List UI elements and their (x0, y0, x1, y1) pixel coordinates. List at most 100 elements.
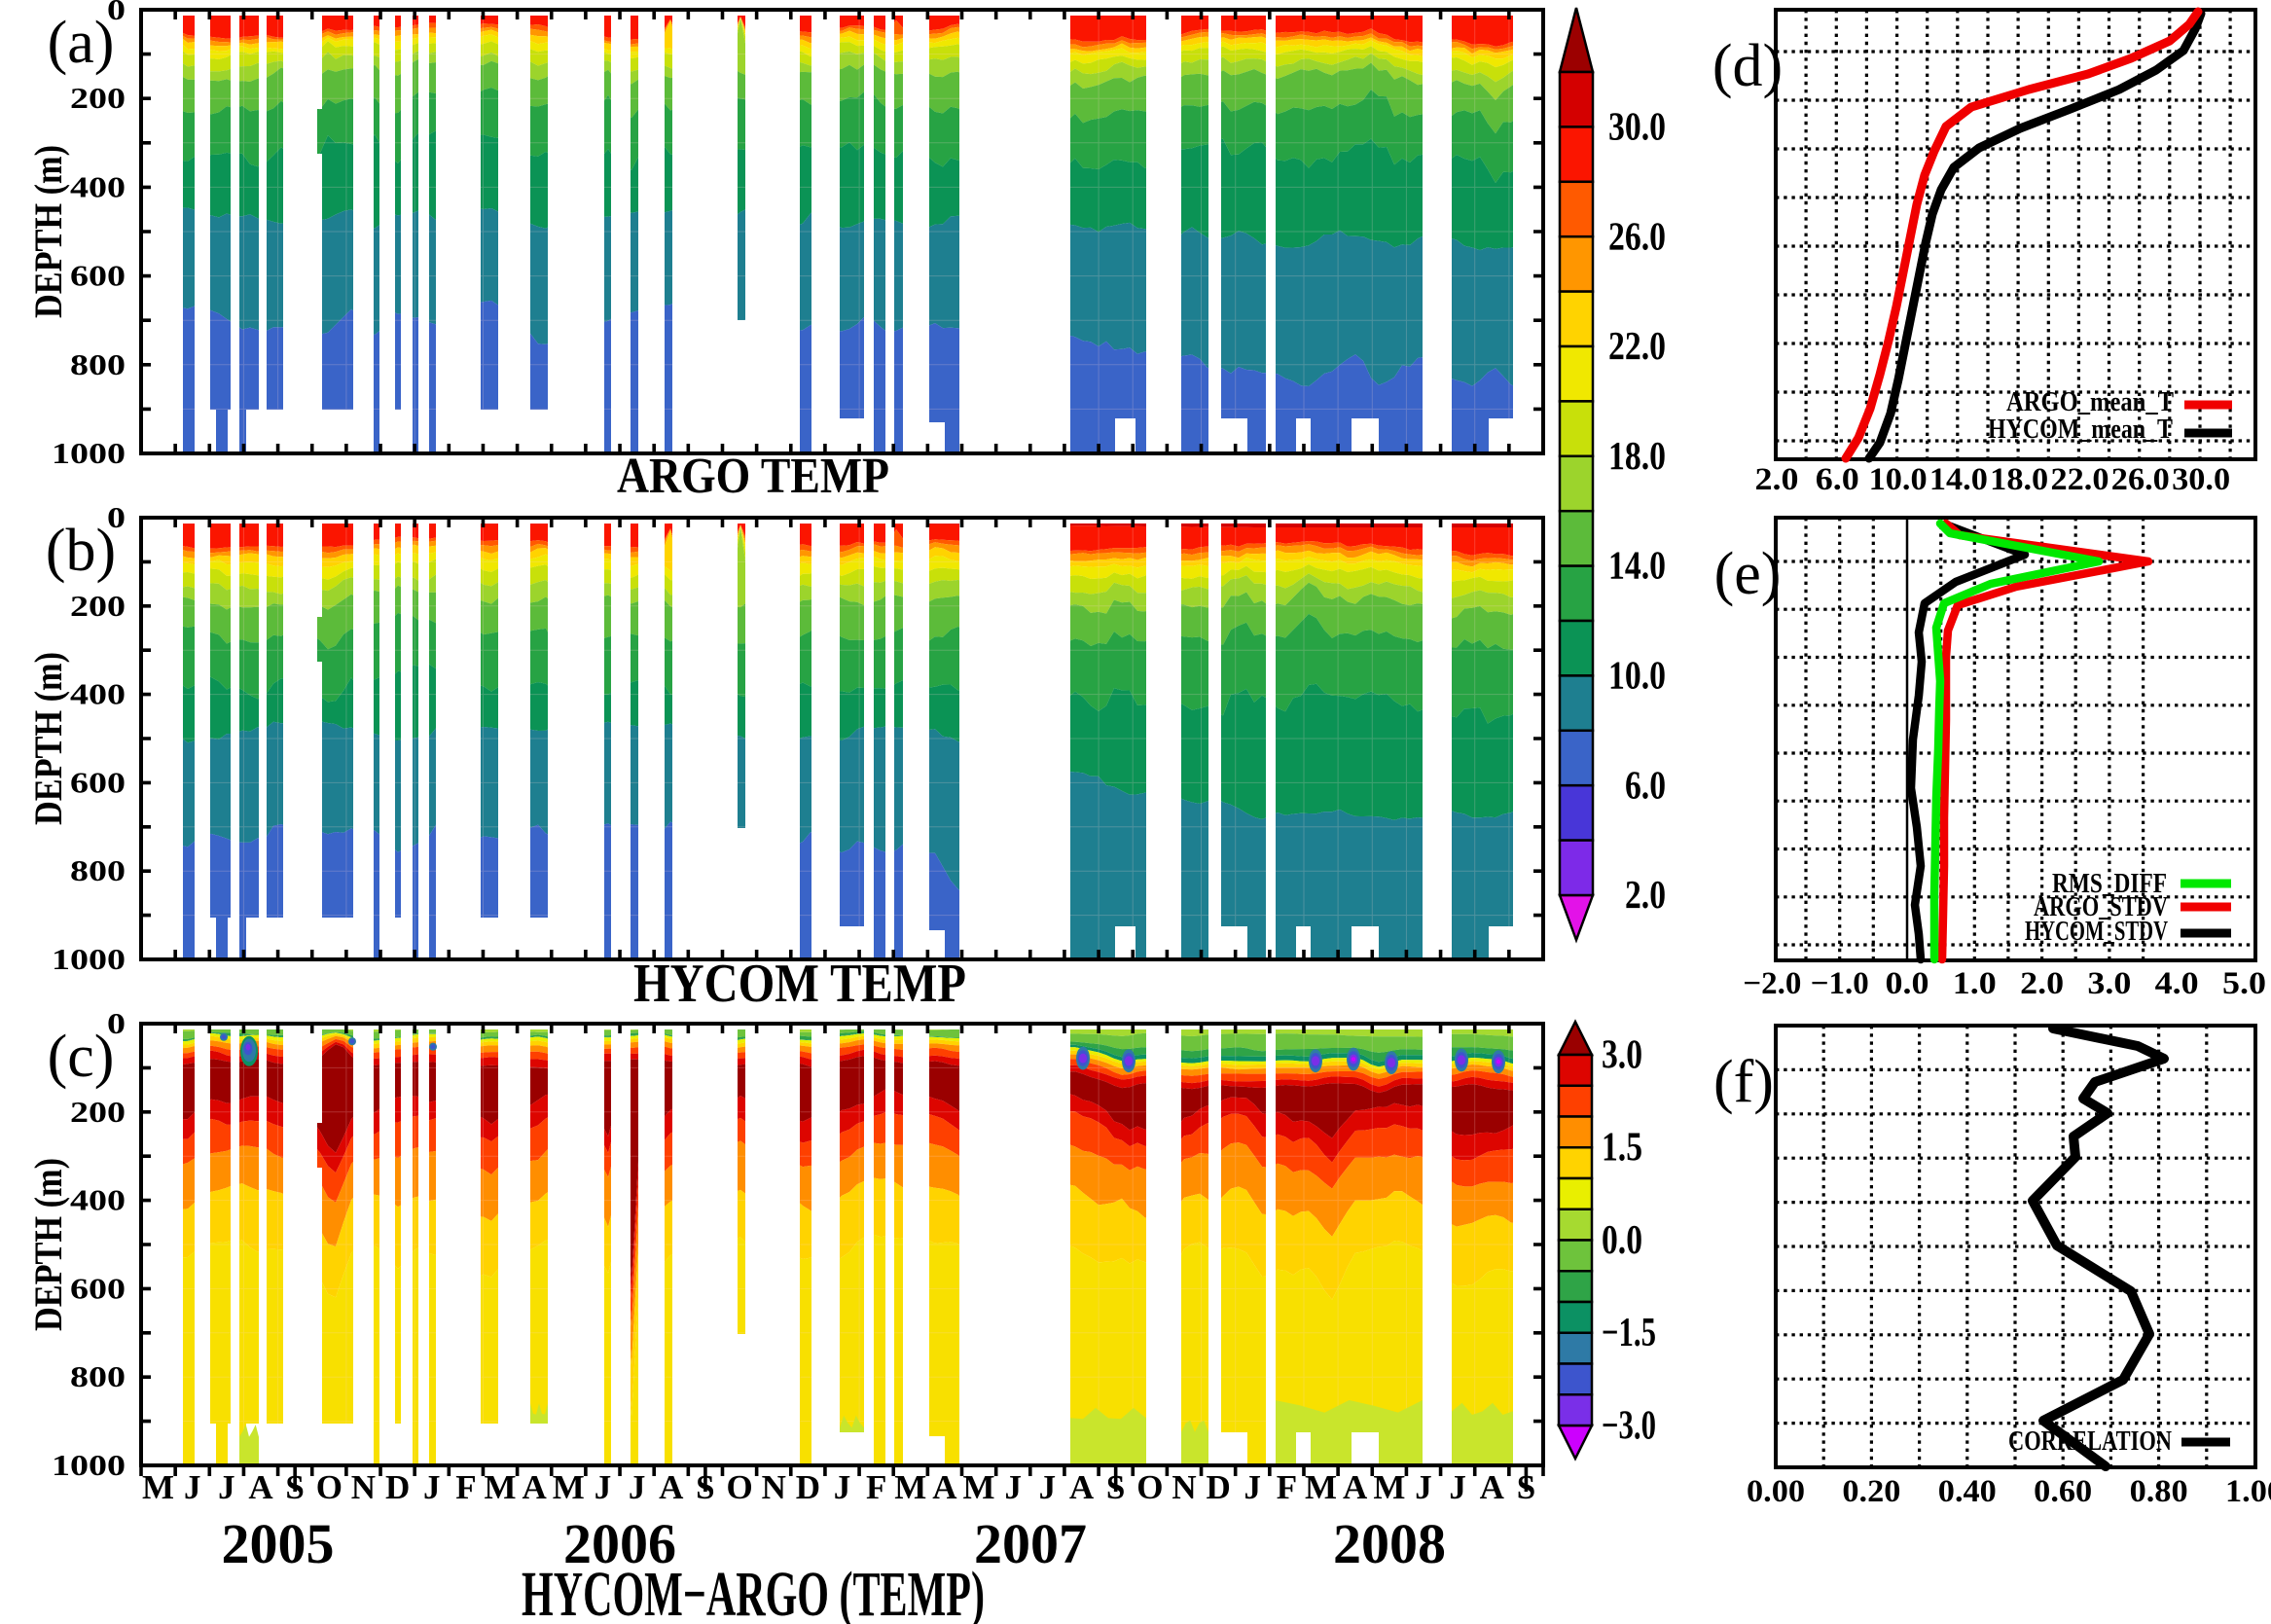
svg-text:F: F (866, 1468, 886, 1506)
svg-text:J: J (629, 1468, 646, 1506)
svg-text:200: 200 (70, 589, 126, 623)
svg-text:D: D (385, 1468, 410, 1506)
svg-text:M: M (485, 1468, 517, 1506)
svg-text:−2.0: −2.0 (1743, 966, 1801, 1001)
svg-text:D: D (796, 1468, 820, 1506)
svg-text:ARGO_mean_T: ARGO_mean_T (2006, 387, 2174, 417)
svg-text:A: A (1343, 1468, 1368, 1506)
svg-text:0.00: 0.00 (1747, 1474, 1805, 1509)
svg-text:J: J (184, 1468, 201, 1506)
svg-text:N: N (1172, 1468, 1196, 1506)
svg-text:2.0: 2.0 (2020, 966, 2064, 1001)
svg-text:M: M (553, 1468, 585, 1506)
svg-text:2.0: 2.0 (1755, 462, 1799, 497)
svg-text:600: 600 (70, 765, 126, 799)
svg-text:0: 0 (107, 500, 126, 534)
svg-text:1000: 1000 (52, 1448, 126, 1482)
svg-text:1000: 1000 (52, 942, 126, 976)
svg-text:800: 800 (70, 853, 126, 887)
svg-text:HYCOM TEMP: HYCOM TEMP (633, 954, 966, 1014)
svg-text:22.0: 22.0 (2051, 462, 2109, 497)
svg-text:400: 400 (70, 1183, 126, 1217)
svg-text:J: J (1244, 1468, 1262, 1506)
svg-text:2007: 2007 (974, 1512, 1087, 1575)
svg-text:M: M (142, 1468, 174, 1506)
svg-text:0.0: 0.0 (1602, 1218, 1642, 1263)
svg-text:(b): (b) (46, 518, 116, 584)
svg-text:M: M (894, 1468, 926, 1506)
svg-text:A: A (659, 1468, 684, 1506)
svg-text:200: 200 (70, 1095, 126, 1129)
svg-text:10.0: 10.0 (1869, 462, 1928, 497)
svg-text:S: S (1106, 1468, 1125, 1506)
svg-text:ARGO TEMP: ARGO TEMP (617, 449, 889, 504)
svg-text:2.0: 2.0 (1625, 872, 1666, 917)
svg-text:O: O (316, 1468, 342, 1506)
svg-text:26.0: 26.0 (1608, 213, 1666, 258)
svg-text:J: J (423, 1468, 441, 1506)
svg-text:A: A (1069, 1468, 1095, 1506)
svg-text:O: O (726, 1468, 752, 1506)
svg-text:2008: 2008 (1333, 1512, 1446, 1575)
svg-text:26.0: 26.0 (2111, 462, 2170, 497)
svg-text:M: M (1373, 1468, 1405, 1506)
svg-text:2006: 2006 (563, 1512, 676, 1575)
svg-text:400: 400 (70, 677, 126, 711)
svg-text:5.0: 5.0 (2222, 966, 2266, 1001)
svg-text:N: N (762, 1468, 786, 1506)
svg-text:S: S (696, 1468, 714, 1506)
svg-text:30.0: 30.0 (1608, 104, 1666, 149)
svg-text:4.0: 4.0 (2155, 966, 2199, 1001)
svg-text:J: J (1039, 1468, 1057, 1506)
svg-text:A: A (932, 1468, 957, 1506)
svg-text:S: S (1517, 1468, 1535, 1506)
svg-text:0.60: 0.60 (2034, 1474, 2092, 1509)
svg-text:800: 800 (70, 1359, 126, 1393)
svg-text:CORRELATION: CORRELATION (2008, 1426, 2172, 1457)
svg-text:1.00: 1.00 (2225, 1474, 2271, 1509)
svg-text:ARGO_STDV: ARGO_STDV (2034, 892, 2168, 922)
svg-text:0: 0 (107, 1006, 126, 1040)
svg-text:1.0: 1.0 (1953, 966, 1997, 1001)
svg-text:10.0: 10.0 (1608, 653, 1666, 698)
svg-text:HYCOM−ARGO (TEMP): HYCOM−ARGO (TEMP) (522, 1559, 985, 1624)
svg-text:6.0: 6.0 (1816, 462, 1859, 497)
svg-text:800: 800 (70, 347, 126, 381)
svg-text:RMS_DIFF: RMS_DIFF (2052, 869, 2167, 899)
svg-text:DEPTH (m): DEPTH (m) (26, 1158, 70, 1331)
svg-text:(d): (d) (1712, 33, 1783, 99)
svg-text:A: A (523, 1468, 548, 1506)
svg-text:A: A (1480, 1468, 1505, 1506)
svg-text:0.20: 0.20 (1842, 1474, 1900, 1509)
svg-text:HYCOM_mean_T: HYCOM_mean_T (1988, 415, 2173, 445)
svg-text:0: 0 (107, 0, 126, 26)
svg-text:−1.0: −1.0 (1811, 966, 1869, 1001)
svg-text:18.0: 18.0 (1990, 462, 2048, 497)
svg-text:(c): (c) (48, 1024, 115, 1090)
svg-text:600: 600 (70, 259, 126, 293)
svg-text:1000: 1000 (52, 436, 126, 470)
svg-text:2005: 2005 (222, 1512, 335, 1575)
svg-text:3.0: 3.0 (2087, 966, 2131, 1001)
svg-text:DEPTH (m): DEPTH (m) (26, 652, 70, 825)
svg-text:0.0: 0.0 (1886, 966, 1929, 1001)
svg-text:18.0: 18.0 (1608, 433, 1666, 478)
svg-text:HYCOM_STDV: HYCOM_STDV (2025, 917, 2168, 947)
svg-text:3.0: 3.0 (1602, 1032, 1642, 1077)
svg-text:(e): (e) (1714, 541, 1782, 607)
svg-text:22.0: 22.0 (1608, 323, 1666, 368)
svg-text:600: 600 (70, 1271, 126, 1305)
svg-text:F: F (455, 1468, 476, 1506)
svg-text:M: M (963, 1468, 995, 1506)
svg-text:(f): (f) (1713, 1049, 1774, 1115)
svg-text:O: O (1136, 1468, 1163, 1506)
svg-text:30.0: 30.0 (2172, 462, 2230, 497)
svg-text:DEPTH (m): DEPTH (m) (26, 145, 70, 318)
svg-text:D: D (1206, 1468, 1230, 1506)
svg-text:200: 200 (70, 81, 126, 115)
svg-text:J: J (595, 1468, 612, 1506)
svg-text:J: J (218, 1468, 235, 1506)
svg-text:J: J (834, 1468, 851, 1506)
svg-text:−3.0: −3.0 (1602, 1403, 1656, 1448)
svg-text:(a): (a) (48, 10, 115, 76)
